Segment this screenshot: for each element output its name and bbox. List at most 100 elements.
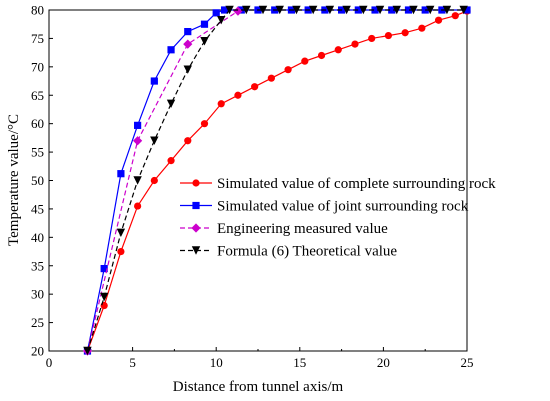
y-tick-label: 55	[31, 145, 44, 160]
x-axis-title: Distance from tunnel axis/m	[173, 379, 344, 395]
data-point-circle-marker	[301, 57, 309, 65]
legend-square-marker	[192, 201, 200, 210]
data-point-square-marker	[212, 9, 220, 17]
data-point-diamond-marker	[233, 6, 243, 16]
data-point-circle-marker	[134, 202, 142, 210]
data-point-triangle-marker	[392, 5, 401, 15]
data-point-circle-marker	[251, 83, 259, 91]
data-point-square-marker	[100, 264, 108, 273]
y-tick-label: 30	[31, 287, 44, 302]
data-point-circle-marker	[267, 74, 275, 82]
x-axis-ticks: 0 5 10 15 20 25	[46, 347, 474, 370]
data-point-triangle-marker	[258, 5, 268, 15]
legend-item: Formula (6) Theoretical value	[180, 244, 397, 260]
y-tick-label: 20	[31, 344, 44, 359]
data-point-triangle-marker	[99, 292, 109, 302]
data-point-triangle-marker	[225, 5, 234, 15]
x-tick-label: 10	[210, 355, 223, 370]
x-tick-label: 25	[461, 355, 474, 370]
data-point-circle-marker	[384, 31, 393, 40]
data-point-circle-marker	[200, 120, 209, 128]
data-point-square-marker	[150, 77, 158, 85]
y-tick-label: 60	[31, 116, 44, 131]
data-point-circle-marker	[451, 12, 459, 20]
data-point-triangle-marker	[150, 136, 159, 145]
data-point-square-marker	[167, 46, 175, 54]
data-point-triangle-marker	[183, 65, 192, 74]
legend-label: Simulated value of complete surrounding …	[217, 176, 496, 192]
data-point-triangle-marker	[426, 5, 435, 15]
data-point-diamond-marker	[133, 136, 143, 146]
legend-item: Engineering measured value	[180, 221, 388, 237]
data-point-triangle-marker	[166, 99, 176, 108]
y-tick-label: 80	[31, 3, 44, 18]
data-point-triangle-marker	[242, 5, 251, 15]
y-tick-label: 65	[31, 88, 44, 103]
data-point-triangle-marker	[200, 37, 209, 46]
y-tick-label: 40	[31, 230, 44, 245]
data-point-triangle-marker	[359, 5, 368, 15]
series-line	[86, 10, 239, 352]
data-point-square-marker	[134, 121, 142, 129]
x-tick-label: 20	[377, 355, 390, 370]
legend-item: Simulated value of complete surrounding …	[180, 176, 496, 192]
data-point-square-marker	[404, 6, 413, 14]
data-point-triangle-marker	[292, 5, 301, 15]
data-point-square-marker	[354, 6, 362, 14]
y-tick-label: 25	[31, 315, 44, 330]
series-triangle-down	[83, 5, 468, 356]
y-tick-label: 45	[31, 201, 44, 216]
data-point-circle-marker	[317, 51, 326, 60]
data-point-circle-marker	[100, 301, 108, 310]
data-point-circle-marker	[150, 176, 158, 185]
legend: Simulated value of complete surrounding …	[180, 176, 496, 260]
data-point-square-marker	[200, 20, 209, 28]
x-tick-label: 0	[46, 355, 53, 370]
data-point-circle-marker	[434, 16, 443, 24]
data-point-square-marker	[463, 6, 471, 14]
x-tick-label: 15	[293, 355, 306, 370]
y-tick-label: 75	[31, 31, 44, 46]
data-point-circle-marker	[234, 91, 242, 99]
data-point-triangle-marker	[375, 5, 385, 15]
y-tick-label: 70	[31, 59, 44, 74]
data-point-square-marker	[184, 27, 192, 36]
data-point-square-marker	[388, 6, 396, 14]
data-point-circle-marker	[351, 40, 359, 48]
data-point-triangle-marker	[133, 176, 142, 185]
legend-circle-marker	[192, 179, 200, 187]
data-point-circle-marker	[368, 34, 376, 43]
y-axis-title: Temperature value/°C	[6, 114, 22, 246]
data-point-triangle-marker	[116, 228, 126, 237]
legend-label: Simulated value of joint surrounding roc…	[217, 199, 469, 215]
legend-diamond-marker	[191, 223, 201, 233]
legend-item: Simulated value of joint surrounding roc…	[180, 199, 469, 215]
data-point-circle-marker	[401, 29, 409, 37]
data-point-triangle-marker	[459, 5, 468, 15]
data-point-triangle-marker	[275, 5, 284, 15]
data-point-square-marker	[117, 170, 125, 178]
data-point-square-marker	[220, 6, 229, 14]
y-axis-ticks: 20 25 30 35 40 45 50 55 60 65 70 75 80	[31, 3, 53, 359]
series-circle	[83, 7, 471, 355]
series-layer	[82, 5, 471, 356]
data-point-circle-marker	[117, 247, 125, 256]
data-point-triangle-marker	[217, 16, 226, 25]
data-point-triangle-marker	[325, 5, 335, 15]
data-point-square-marker	[371, 6, 379, 14]
x-tick-label: 5	[129, 355, 136, 370]
data-point-circle-marker	[167, 157, 175, 165]
legend-triangle-marker	[191, 246, 201, 255]
data-point-triangle-marker	[308, 5, 318, 15]
data-point-triangle-marker	[409, 5, 418, 15]
data-point-circle-marker	[334, 46, 342, 54]
y-tick-label: 50	[31, 173, 44, 188]
legend-label: Engineering measured value	[217, 221, 388, 237]
data-point-triangle-marker	[442, 5, 452, 15]
data-point-circle-marker	[184, 137, 192, 145]
y-tick-label: 35	[31, 258, 44, 273]
data-point-diamond-marker	[183, 39, 193, 49]
data-point-triangle-marker	[83, 346, 92, 356]
data-point-triangle-marker	[342, 5, 351, 15]
